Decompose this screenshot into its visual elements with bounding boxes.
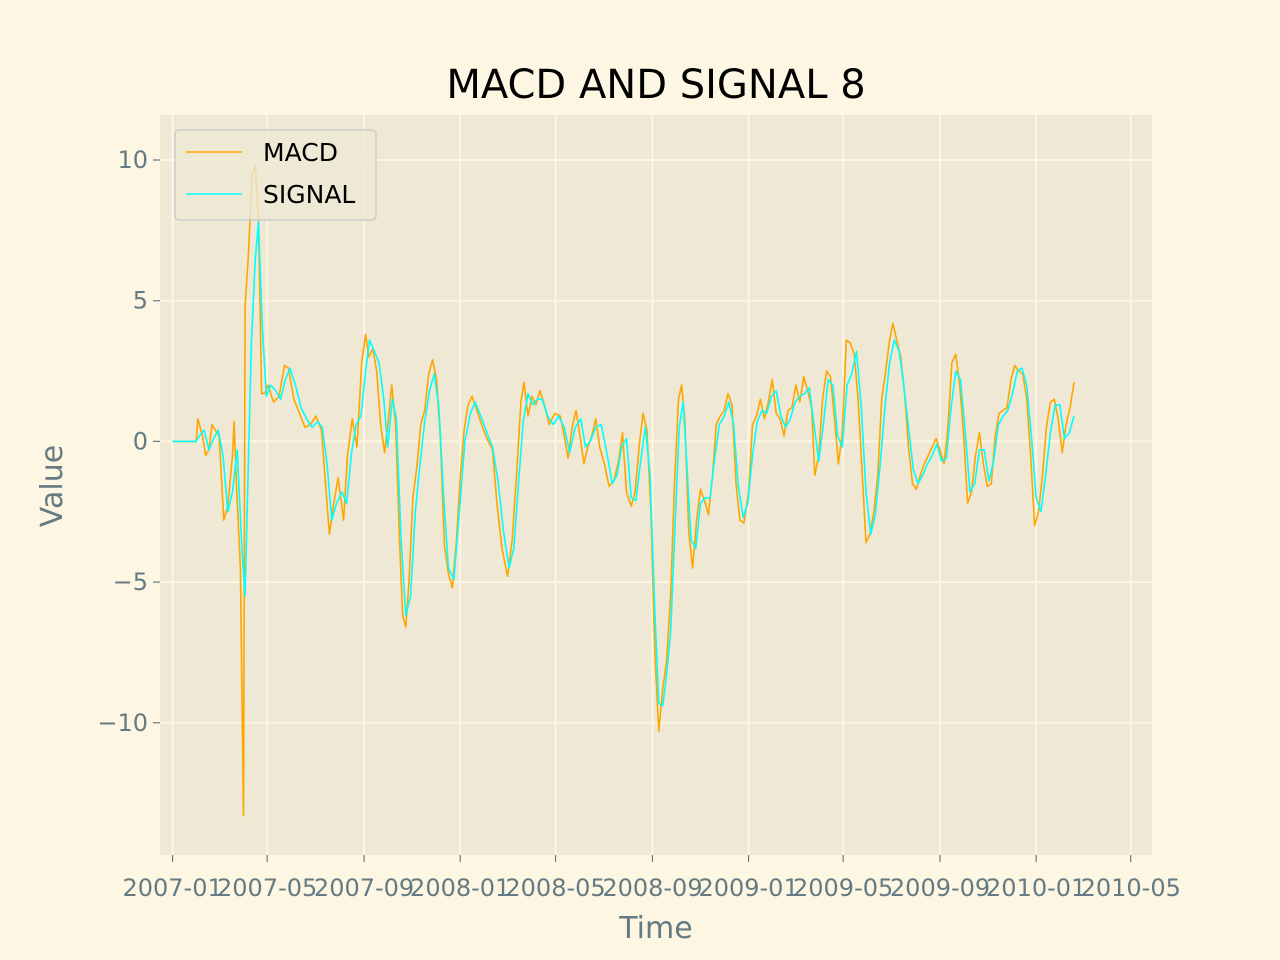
y-tick-label: −5 bbox=[113, 568, 148, 596]
x-tick-label: 2008-09 bbox=[602, 874, 702, 902]
x-tick-label: 2009-01 bbox=[698, 874, 798, 902]
series-line-signal bbox=[172, 221, 1075, 707]
y-axis-label: Value bbox=[35, 445, 70, 527]
x-tick-label: 2009-09 bbox=[890, 874, 990, 902]
x-tick-label: 2007-05 bbox=[217, 874, 317, 902]
legend-label-signal: SIGNAL bbox=[263, 180, 355, 209]
x-tick-label: 2010-05 bbox=[1081, 874, 1181, 902]
x-tick-label: 2008-01 bbox=[410, 874, 510, 902]
grid bbox=[160, 115, 1152, 855]
y-tick-label: 5 bbox=[133, 287, 148, 315]
tick-labels: 1050−5−102007-012007-052007-092008-01200… bbox=[97, 146, 1181, 902]
x-axis-label: Time bbox=[618, 911, 692, 946]
chart-title: MACD AND SIGNAL 8 bbox=[446, 62, 865, 108]
x-tick-label: 2010-01 bbox=[986, 874, 1086, 902]
legend-label-macd: MACD bbox=[263, 138, 338, 167]
x-tick-label: 2007-09 bbox=[314, 874, 414, 902]
legend: MACD SIGNAL bbox=[174, 129, 377, 221]
y-tick-label: −10 bbox=[97, 709, 148, 737]
y-tick-label: 10 bbox=[117, 146, 148, 174]
x-tick-label: 2008-05 bbox=[505, 874, 605, 902]
y-tick-label: 0 bbox=[133, 427, 148, 455]
x-tick-label: 2009-05 bbox=[793, 874, 893, 902]
series-lines bbox=[172, 164, 1075, 817]
plot-area bbox=[160, 115, 1152, 855]
series-line-macd bbox=[172, 164, 1075, 817]
x-tick-label: 2007-01 bbox=[122, 874, 222, 902]
